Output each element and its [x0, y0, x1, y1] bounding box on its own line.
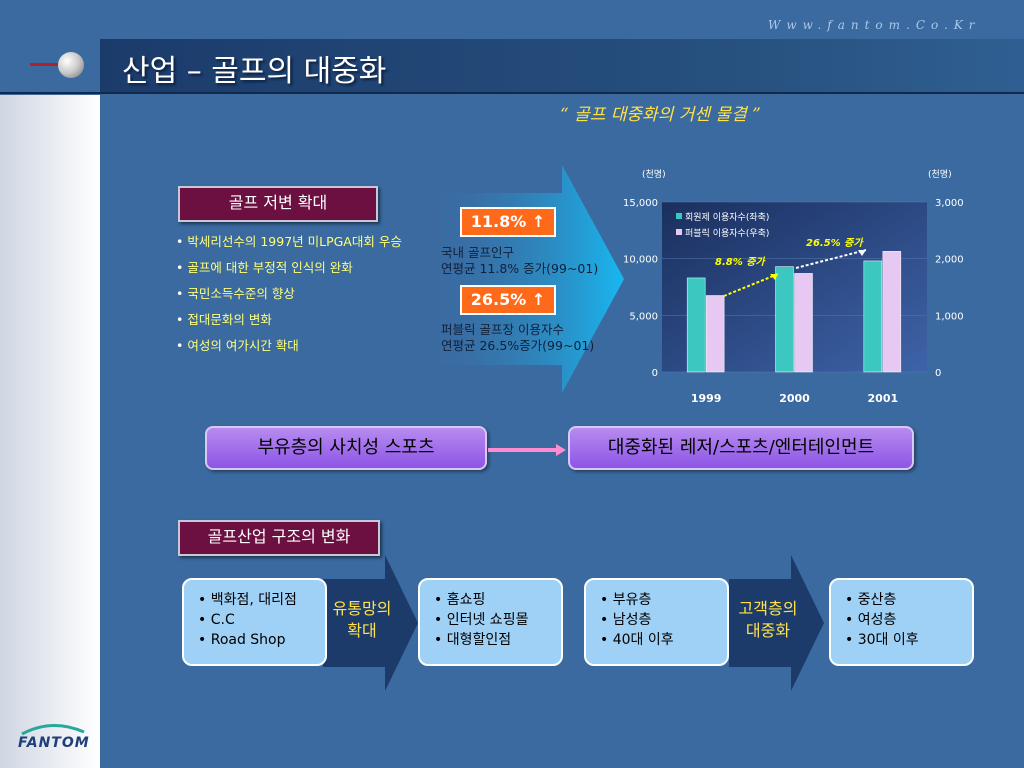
list-item: C.C [198, 610, 325, 630]
trend-arrow-public [858, 250, 866, 256]
list-item: 백화점, 대리점 [198, 590, 325, 610]
quote-text: “ 골프 대중화의 거센 물결 ” [560, 105, 761, 125]
chart-legend: 회원제 이용자수(좌축) 퍼블릭 이용자수(우축) [676, 212, 769, 239]
category-label: 2000 [779, 392, 810, 405]
flow-label-customer: 고객층의 대중화 [727, 598, 809, 642]
stat-text: 국내 골프인구 연평균 11.8% 증가(99~01) [441, 245, 598, 277]
right-tick-label: 2,000 [935, 255, 964, 266]
legend-swatch-public [676, 229, 682, 235]
flow-label-line: 유통망의 [332, 599, 392, 618]
card-new-customers: 중산층 여성층 30대 이후 [829, 578, 974, 666]
stat-line: 연평균 26.5%증가(99~01) [441, 338, 595, 353]
annotation-member-growth: 8.8% 증가 [715, 256, 766, 268]
list-item: 남성층 [600, 610, 727, 630]
luxury-sport-pill: 부유층의 사치성 스포츠 [205, 426, 487, 470]
list-item: 인터넷 쇼핑몰 [434, 610, 561, 630]
flow-label-line: 고객층의 [738, 599, 798, 618]
list-item: 부유층 [600, 590, 727, 610]
stat-line: 연평균 11.8% 증가(99~01) [441, 261, 599, 276]
bar-member [775, 266, 794, 373]
stat-badge-golf-population: 11.8% ↑ [460, 207, 556, 237]
bullet-item: 박세리선수의 1997년 미LPGA대회 우승 [176, 232, 401, 258]
flow-label-line: 대중화 [745, 621, 791, 640]
transition-connector [488, 448, 560, 452]
right-axis-unit: (천명) [928, 169, 952, 180]
section-tag-industry-structure: 골프산업 구조의 변화 [178, 520, 380, 556]
right-tick-label: 3,000 [935, 198, 964, 209]
category-label: 2001 [868, 392, 899, 405]
card-old-customers: 부유층 남성층 40대 이후 [584, 578, 729, 666]
list-item: 중산층 [845, 590, 972, 610]
category-label: 1999 [691, 392, 722, 405]
list-item: 여성층 [845, 610, 972, 630]
transition-arrowhead [556, 444, 566, 456]
bullet-item: 골프에 대한 부정적 인식의 완화 [176, 258, 402, 284]
page-title: 산업 – 골프의 대중화 [122, 54, 387, 89]
annotation-public-growth: 26.5% 증가 [806, 237, 864, 249]
fantom-logo-icon [21, 723, 85, 736]
bar-public [705, 295, 725, 373]
stat-text: 퍼블릭 골프장 이용자수 연평균 26.5%증가(99~01) [441, 322, 594, 354]
flow-label-line: 확대 [347, 621, 377, 640]
left-tick-label: 0 [652, 368, 658, 379]
flow-arrow-customer [729, 555, 824, 691]
left-tick-label: 10,000 [623, 255, 658, 266]
bar-member [863, 260, 883, 373]
right-tick-label: 1,000 [935, 311, 964, 322]
bar-member [686, 277, 706, 373]
list-item: 대형할인점 [434, 630, 561, 650]
fantom-logo-text: FANTOM [18, 735, 90, 751]
bullet-item: 여성의 여가시간 확대 [176, 336, 402, 362]
right-tick-label: 0 [935, 368, 941, 379]
legend-swatch-member [676, 213, 682, 219]
card-old-distribution: 백화점, 대리점 C.C Road Shop [182, 578, 327, 666]
site-url: Www.fantom.Co.Kr [768, 18, 981, 32]
bar-public [794, 273, 813, 373]
legend-label: 퍼블릭 이용자수(우축) [685, 227, 769, 239]
list-item: Road Shop [198, 630, 325, 650]
left-tick-label: 5,000 [629, 311, 658, 322]
chart-bars [686, 251, 902, 373]
bullet-list: 박세리선수의 1997년 미LPGA대회 우승 골프에 대한 부정적 인식의 완… [176, 232, 402, 362]
trend-arrow-member [770, 274, 778, 280]
legend-label: 회원제 이용자수(좌축) [685, 212, 769, 223]
left-decor-strip [0, 95, 100, 768]
flow-arrow-distribution [323, 555, 418, 691]
flow-label-distribution: 유통망의 확대 [323, 598, 401, 642]
list-item: 홈쇼핑 [434, 590, 561, 610]
bullet-item: 접대문화의 변화 [176, 310, 402, 336]
list-item: 30대 이후 [845, 630, 972, 650]
golf-pin-line [30, 63, 70, 66]
golf-users-chart: 15,000 10,000 5,000 0 3,000 2,000 1,000 0 1999 20… [623, 169, 964, 405]
list-item: 40대 이후 [600, 630, 727, 650]
trend-line-public [795, 249, 867, 269]
chart-ticks: 15,000 10,000 5,000 0 3,000 2,000 1,000 0 1999 20… [623, 198, 964, 405]
bullet-item: 국민소득수준의 향상 [176, 284, 402, 310]
title-divider [0, 92, 1024, 94]
golf-ball-icon [58, 52, 84, 78]
stat-line: 퍼블릭 골프장 이용자수 [441, 322, 564, 337]
mass-leisure-pill: 대중화된 레저/스포츠/엔터테인먼트 [568, 426, 914, 470]
bar-public [882, 251, 902, 373]
section-tag-golf-base: 골프 저변 확대 [178, 186, 378, 222]
left-tick-label: 15,000 [623, 198, 658, 209]
left-axis-unit: (천명) [642, 169, 666, 180]
stat-badge-public-users: 26.5% ↑ [460, 285, 556, 315]
growth-arrow-shape [432, 165, 624, 393]
stat-line: 국내 골프인구 [441, 245, 514, 260]
card-new-distribution: 홈쇼핑 인터넷 쇼핑몰 대형할인점 [418, 578, 563, 666]
